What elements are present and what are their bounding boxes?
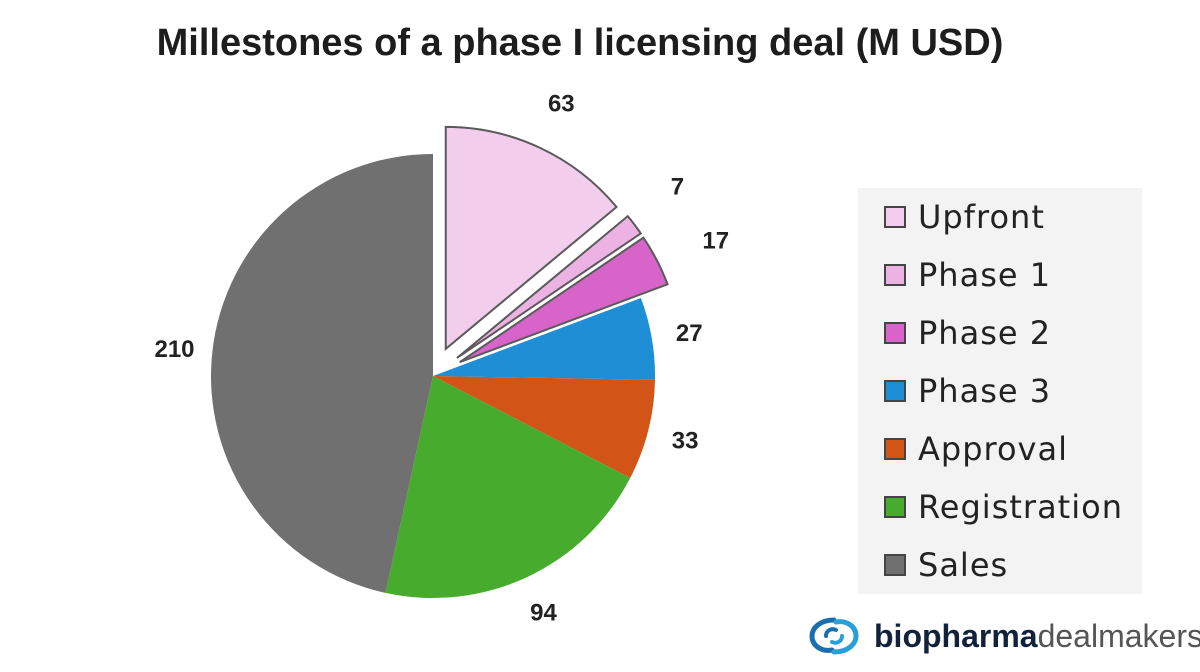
data-label-registration: 94 (530, 599, 557, 626)
legend-item-registration: Registration (858, 478, 1142, 536)
legend-item-phase-1: Phase 1 (858, 246, 1142, 304)
legend-label: Registration (918, 488, 1123, 526)
legend-label: Phase 3 (918, 372, 1052, 410)
data-label-phase-3: 27 (676, 320, 703, 347)
legend-label: Phase 1 (918, 256, 1052, 294)
legend-label: Phase 2 (918, 314, 1052, 352)
legend-label: Approval (918, 430, 1068, 468)
legend-label: Sales (918, 546, 1009, 584)
legend-item-sales: Sales (858, 536, 1142, 594)
brand-name-bold: biopharma (874, 617, 1038, 654)
legend-item-phase-3: Phase 3 (858, 362, 1142, 420)
pie-slice-sales (210, 154, 433, 593)
legend-swatch (884, 554, 906, 576)
legend-swatch (884, 322, 906, 344)
pie-slice-phase-1 (456, 214, 643, 359)
legend-swatch (884, 496, 906, 518)
pie-slice-phase-3 (433, 298, 655, 380)
legend-item-phase-2: Phase 2 (858, 304, 1142, 362)
legend-label: Upfront (918, 198, 1045, 236)
swirl-logo-icon (809, 617, 859, 655)
data-label-upfront: 63 (548, 91, 575, 118)
brand-name-light: dealmakers (1037, 617, 1200, 654)
pie-slice-upfront (444, 125, 618, 351)
data-label-approval: 33 (672, 428, 699, 455)
brand-logo: biopharmadealmakers (808, 616, 1200, 656)
chart-title: Millestones of a phase I licensing deal … (156, 22, 1004, 64)
legend-swatch (884, 206, 906, 228)
legend-item-approval: Approval (858, 420, 1142, 478)
legend-item-upfront: Upfront (858, 188, 1142, 246)
pie-chart: 63 7 17 27 33 94 210 (154, 91, 729, 627)
data-label-phase-1: 7 (671, 173, 684, 200)
legend-swatch (884, 380, 906, 402)
legend-swatch (884, 438, 906, 460)
pie-slice-approval (433, 376, 655, 478)
pie-slice-registration (385, 376, 631, 598)
legend: Upfront Phase 1 Phase 2 Phase 3 Approval Regi… (858, 188, 1142, 594)
legend-swatch (884, 264, 906, 286)
pie-slice-phase-2 (459, 236, 669, 364)
data-label-phase-2: 17 (702, 227, 729, 254)
data-label-sales: 210 (154, 336, 194, 363)
